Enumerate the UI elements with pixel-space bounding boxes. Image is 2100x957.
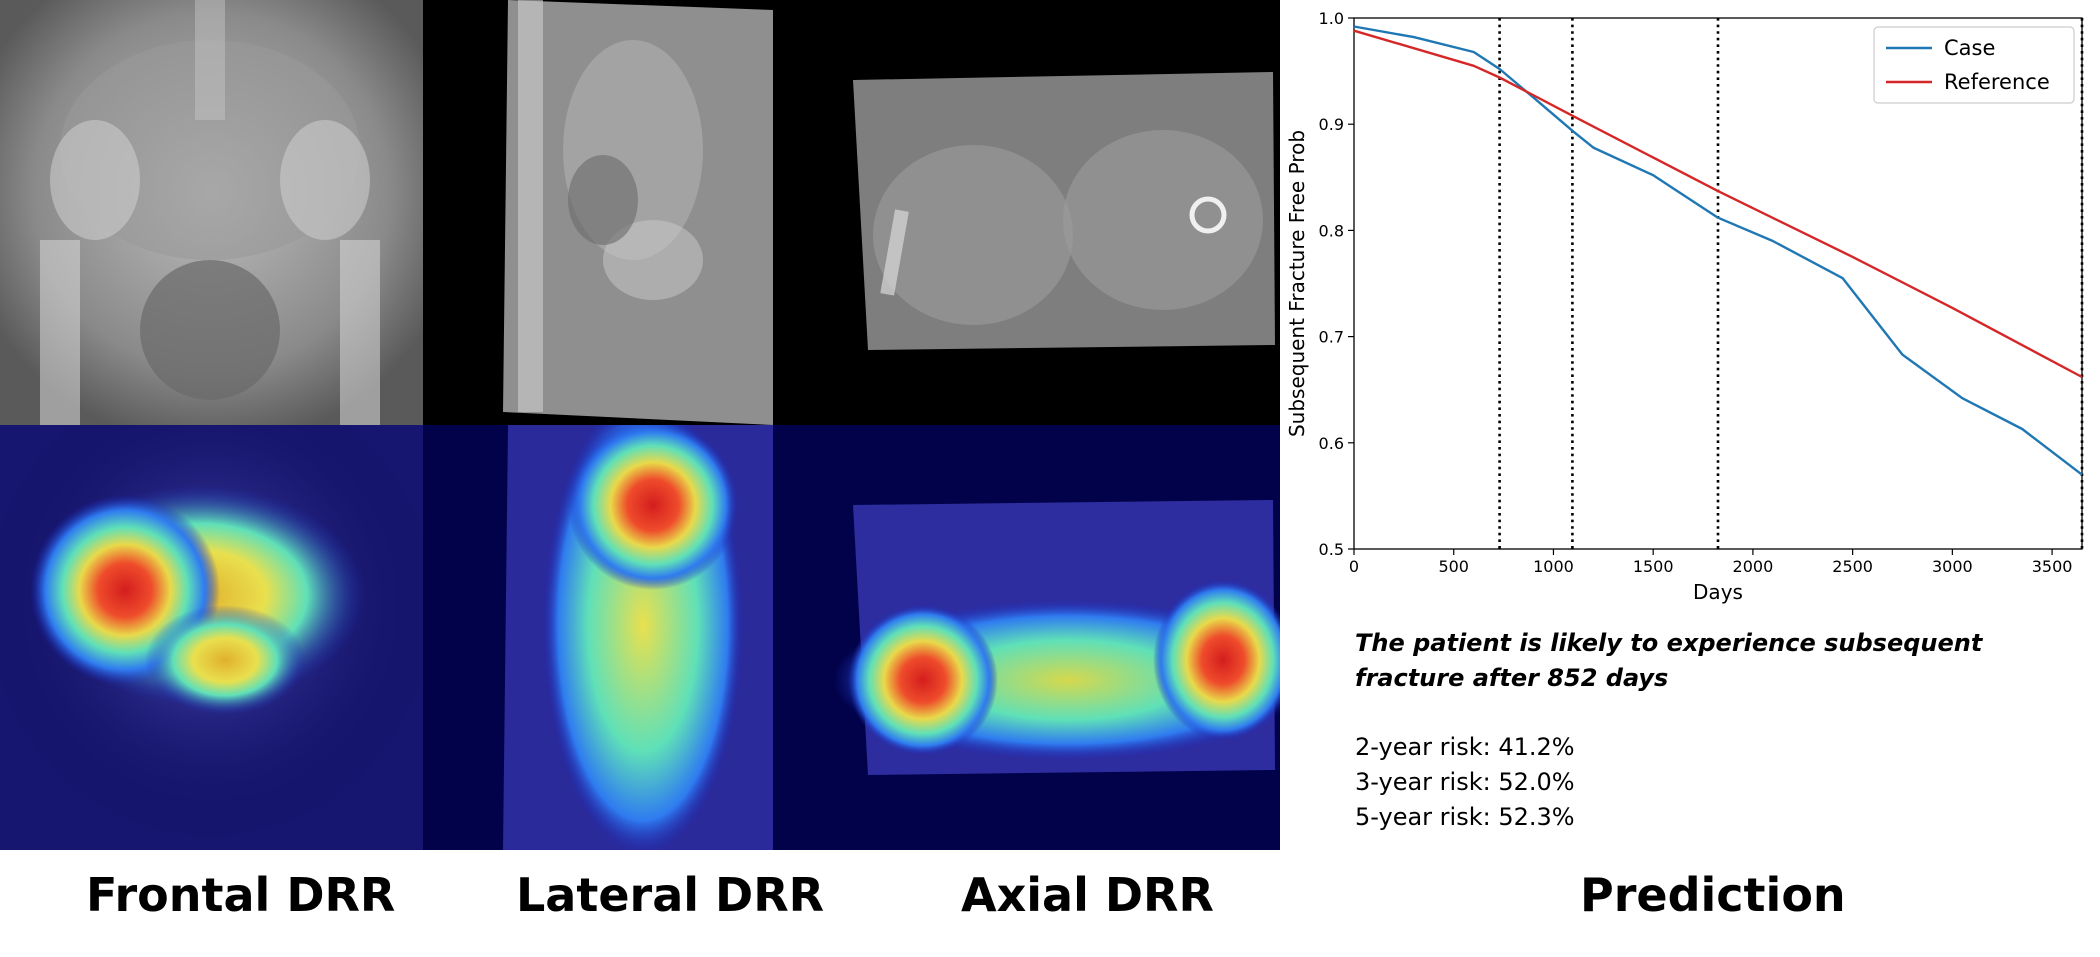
plot-frame (1353, 17, 2083, 550)
axial-drr-image (803, 0, 1280, 425)
lateral-drr-caption: Lateral DRR (516, 868, 825, 922)
y-axis-label: Subsequent Fracture Free Prob (1285, 130, 1309, 437)
lateral-heatmap-image (423, 425, 803, 850)
legend-label-reference: Reference (1944, 70, 2050, 94)
x-tick-label: 2500 (1832, 557, 1873, 576)
y-tick-label: 0.6 (1319, 434, 1344, 453)
prediction-panel: The patient is likely to experience subs… (1355, 626, 2075, 835)
y-tick-label: 0.5 (1319, 540, 1344, 559)
x-tick-label: 1500 (1633, 557, 1674, 576)
chart-series (1353, 25, 2083, 476)
prediction-statement: The patient is likely to experience subs… (1355, 629, 1983, 692)
risk-2-year: 2-year risk: 41.2% (1355, 733, 1575, 761)
chart-legend: Case Reference (1873, 26, 2075, 104)
x-axis-label: Days (1693, 580, 1743, 604)
legend-box (1873, 26, 2075, 104)
frontal-drr-image (0, 0, 423, 425)
legend-label-case: Case (1944, 36, 1995, 60)
y-tick-label: 0.7 (1319, 328, 1344, 347)
chart-axes: 0 500 1000 1500 2000 2500 3000 3500 0.5 0.6 0.7 0.8… (1285, 9, 2083, 604)
x-tick-label: 3500 (2032, 557, 2073, 576)
x-tick-label: 0 (1349, 557, 1359, 576)
axial-heatmap-image (803, 425, 1280, 850)
x-tick-label: 1000 (1533, 557, 1574, 576)
x-tick-label: 500 (1438, 557, 1469, 576)
risk-5-year: 5-year risk: 52.3% (1355, 803, 1575, 831)
x-tick-label: 2000 (1733, 557, 1774, 576)
series-line-reference (1353, 29, 2083, 379)
axial-drr-caption: Axial DRR (961, 868, 1214, 922)
frontal-drr-caption: Frontal DRR (86, 868, 396, 922)
frontal-heatmap-image (0, 425, 423, 850)
y-tick-label: 0.9 (1319, 115, 1344, 134)
lateral-drr-image (423, 0, 803, 425)
y-tick-label: 0.8 (1319, 221, 1344, 240)
y-tick-label: 1.0 (1319, 9, 1344, 28)
survival-chart: 0 500 1000 1500 2000 2500 3000 3500 0.5 0.6 0.7 0.8… (1285, 9, 2084, 604)
risk-3-year: 3-year risk: 52.0% (1355, 768, 1575, 796)
prediction-caption: Prediction (1580, 868, 1846, 922)
x-tick-label: 3000 (1932, 557, 1973, 576)
series-line-case (1353, 25, 2083, 476)
